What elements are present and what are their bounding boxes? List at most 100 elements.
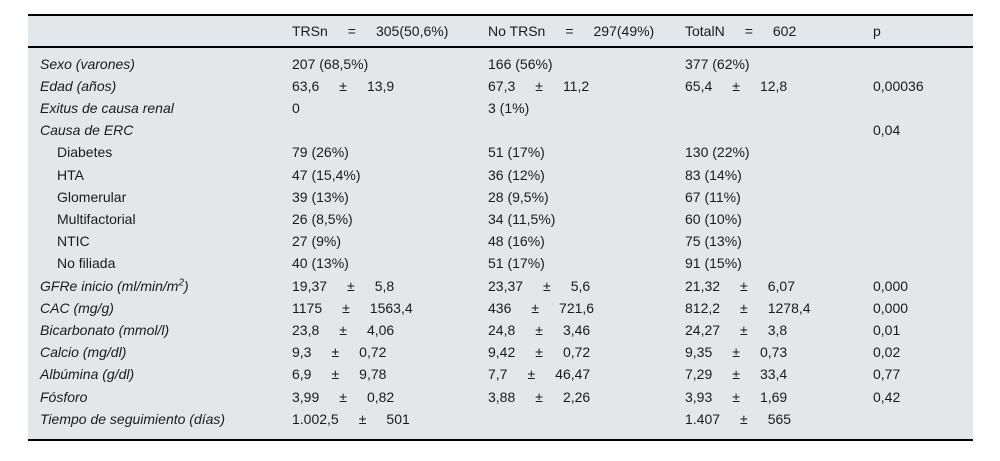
data-cell: 9,42 ±0,72 — [488, 344, 685, 361]
row-label: No filiada — [57, 255, 116, 272]
data-cell: 7,7 ±46,47 — [488, 366, 685, 383]
row-label: CAC (mg/g) — [40, 299, 114, 316]
cell-text: 67 (11%) — [685, 188, 741, 205]
p-value: 0,00036 — [873, 77, 924, 94]
sd-value: 13,9 — [366, 77, 395, 94]
clinical-characteristics-table: TRSn = 305(50,6%) No TRSn = 297(49%) Tot… — [28, 14, 973, 442]
sd-value: 2,26 — [562, 388, 591, 405]
mean-value: 9,3 — [292, 344, 312, 361]
data-cell: 7,29 ±33,4 — [685, 366, 873, 383]
row-label: Exitus de causa renal — [40, 100, 174, 117]
cell-text: 3 (1%) — [488, 100, 530, 117]
cell-text: 79 (26%) — [292, 144, 349, 161]
table-row: Glomerular 39 (13%) 28 (9,5%) 67 (11%) — [28, 186, 973, 208]
plus-minus-sign: ± — [732, 344, 740, 361]
mean-value: 3,93 — [685, 388, 713, 405]
sd-value: 46,47 — [555, 366, 591, 383]
data-cell: 34 (11,5%) — [488, 211, 685, 228]
row-label: Bicarbonato (mmol/l) — [40, 321, 170, 338]
p-value: 0,01 — [873, 321, 901, 338]
mean-value: 6,9 — [292, 366, 312, 383]
data-cell: 812,2 ±1278,4 — [685, 300, 873, 317]
cell-text: 36 (12%) — [488, 166, 545, 183]
mean-value: 1175 — [292, 299, 323, 316]
data-cell: 27 (9%) — [292, 233, 488, 250]
cell-text: 28 (9,5%) — [488, 188, 549, 205]
data-cell: 91 (15%) — [685, 255, 873, 272]
plus-minus-sign: ± — [535, 77, 543, 94]
header-total-name: TotalN — [685, 22, 725, 39]
data-cell: 39 (13%) — [292, 189, 488, 206]
plus-minus-sign: ± — [358, 410, 367, 427]
table-row: CAC (mg/g) 1175 ±1563,4 436 ±721,6 812,2 ±1278… — [28, 297, 973, 319]
cell-text: 207 (68,5%) — [292, 55, 369, 72]
header-no-trsn-count: 297(49%) — [593, 22, 655, 39]
sd-value: 0,73 — [759, 344, 788, 361]
mean-value: 19,37 — [292, 277, 328, 294]
mean-value: 3,99 — [292, 388, 320, 405]
equals-sign: = — [347, 22, 356, 39]
plus-minus-sign: ± — [535, 344, 543, 361]
cell-text: 83 (14%) — [685, 166, 742, 183]
plus-minus-sign: ± — [732, 388, 740, 405]
sd-value: 1,69 — [759, 388, 788, 405]
cell-text: 166 (56%) — [488, 55, 553, 72]
header-group-no-trsn: No TRSn = 297(49%) — [488, 23, 685, 40]
data-cell: 60 (10%) — [685, 211, 873, 228]
table-row: No filiada 40 (13%) 51 (17%) 91 (15%) — [28, 253, 973, 275]
equals-sign: = — [565, 22, 574, 39]
data-cell: 6,9 ±9,78 — [292, 366, 488, 383]
data-cell: 65,4 ±12,8 — [685, 78, 873, 95]
data-cell: 23,8 ±4,06 — [292, 322, 488, 339]
header-group-trsn: TRSn = 305(50,6%) — [292, 23, 488, 40]
p-value: 0,000 — [873, 277, 909, 294]
sd-value: 11,2 — [562, 77, 590, 94]
mean-value: 812,2 — [685, 299, 721, 316]
cell-text: 51 (17%) — [488, 255, 545, 272]
data-cell: 79 (26%) — [292, 144, 488, 161]
data-cell: 1175 ±1563,4 — [292, 300, 488, 317]
row-label: Calcio (mg/dl) — [40, 344, 127, 361]
sd-value: 5,8 — [374, 277, 395, 294]
plus-minus-sign: ± — [535, 321, 543, 338]
sd-value: 0,72 — [562, 344, 591, 361]
mean-value: 1.002,5 — [292, 410, 339, 427]
table-row: Exitus de causa renal 0 3 (1%) — [28, 97, 973, 119]
table-row: NTIC 27 (9%) 48 (16%) 75 (13%) — [28, 231, 973, 253]
plus-minus-sign: ± — [740, 321, 748, 338]
mean-value: 65,4 — [685, 77, 713, 94]
row-label: Multifactorial — [57, 211, 136, 227]
mean-value: 9,42 — [488, 344, 516, 361]
mean-value: 21,32 — [685, 277, 721, 294]
p-value: 0,000 — [873, 299, 909, 316]
row-label: Glomerular — [57, 188, 127, 205]
data-cell: 21,32 ±6,07 — [685, 278, 873, 295]
data-cell: 1.407 ±565 — [685, 411, 873, 428]
cell-text: 47 (15,4%) — [292, 166, 361, 183]
cell-text: 377 (62%) — [685, 55, 750, 72]
table-row: Tiempo de seguimiento (días) 1.002,5 ±501 1… — [28, 408, 973, 430]
plus-minus-sign: ± — [339, 321, 347, 338]
mean-value: 436 — [488, 299, 512, 316]
plus-minus-sign: ± — [527, 366, 536, 383]
cell-text: 130 (22%) — [685, 144, 750, 161]
sd-value: 6,07 — [767, 277, 795, 294]
data-cell: 36 (12%) — [488, 167, 685, 184]
row-label: Causa de ERC — [40, 122, 134, 139]
cell-text: 26 (8,5%) — [292, 211, 353, 227]
data-cell: 9,35 ±0,73 — [685, 344, 873, 361]
sd-value: 565 — [767, 410, 792, 427]
table-row: Sexo (varones) 207 (68,5%) 166 (56%) 377 (6… — [28, 53, 973, 75]
plus-minus-sign: ± — [543, 277, 551, 294]
row-label: NTIC — [57, 233, 90, 250]
table-row: Diabetes 79 (26%) 51 (17%) 130 (22%) — [28, 142, 973, 164]
header-trsn-count: 305(50,6%) — [375, 22, 449, 39]
plus-minus-sign: ± — [740, 277, 748, 294]
sd-value: 721,6 — [559, 299, 595, 316]
cell-text: 27 (9%) — [292, 233, 342, 250]
cell-text: 34 (11,5%) — [488, 211, 556, 227]
data-cell: 3,93 ±1,69 — [685, 389, 873, 406]
table-row: HTA 47 (15,4%) 36 (12%) 83 (14%) — [28, 164, 973, 186]
data-cell: 24,27 ±3,8 — [685, 322, 873, 339]
data-cell: 23,37 ±5,6 — [488, 278, 685, 295]
